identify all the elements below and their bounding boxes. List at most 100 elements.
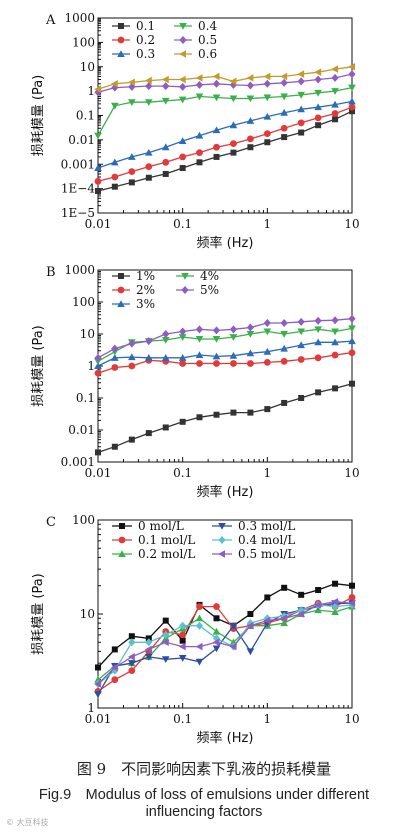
legend-item: 0.2 [112,33,155,47]
data-point [195,93,204,101]
data-point [162,424,169,431]
legend-label: 0 mol/L [138,519,184,533]
watermark: © 大豆科技 [6,818,49,827]
data-point [111,344,119,353]
data-point [117,300,125,307]
legend-label: 0.4 [198,19,217,33]
data-point [128,78,135,87]
data-point [230,360,237,367]
data-point [348,599,355,608]
data-point [280,124,288,132]
data-point [117,286,125,294]
data-point [161,656,170,664]
y-tick-label: 100 [72,35,95,49]
series-line [97,340,353,367]
data-point [331,597,339,606]
data-point [263,347,272,355]
data-point [128,660,136,667]
data-point [314,601,322,609]
data-point [144,148,153,156]
data-point [196,360,203,367]
x-tick-label: 0.01 [85,712,112,726]
data-point [179,621,187,630]
series-3 [94,84,356,140]
series-0 [95,108,355,194]
y-axis-title: 损耗模量 (Pa) [31,573,46,655]
chart-panel-c: C 0.01 0.1 1 10 1 10 100 频率 (Hz) 损耗模量 (Pa) 0 mol/L… [31,513,360,746]
data-point [263,358,271,366]
figure-caption-english-line2: influencing factors [145,804,263,820]
data-point [213,603,220,610]
legend-item: 0.1 [112,19,155,33]
series-line [97,596,353,692]
legend-item: 0.5 [174,33,217,47]
data-point [95,664,101,671]
data-point [314,68,322,76]
data-point [179,153,187,161]
data-point [128,99,136,107]
data-point [246,621,254,630]
series-line [97,66,353,90]
legend-item: 0.4 mol/L [212,533,295,547]
series-2 [94,97,356,172]
y-tick-label: 1000 [64,11,95,25]
series-1 [94,103,356,185]
legend-item: 2% [112,283,155,297]
data-point [263,319,271,328]
legend-label: 0.1 [136,19,155,33]
data-point [348,337,356,345]
data-point [218,536,226,544]
data-point [128,362,136,370]
data-point [111,183,118,190]
data-point [298,129,305,136]
series-5 [94,62,355,93]
series-line [97,352,353,374]
data-point [218,523,226,530]
y-tick-label: 0.001 [61,455,95,469]
data-point [119,523,125,529]
y-tick-label: 0.001 [61,157,95,171]
data-point [161,638,169,647]
y-tick-label: 0.1 [76,391,95,405]
data-point [246,95,255,103]
data-point [348,103,356,111]
data-point [196,149,203,157]
data-point [297,356,305,363]
x-tick-label: 0.01 [85,466,112,480]
legend: 1%2%3% 4%5% [112,269,219,311]
series-line [97,110,353,192]
data-point [178,354,187,361]
data-point [297,70,305,78]
data-point [297,328,305,336]
data-point [195,325,204,334]
data-point [314,326,322,334]
data-point [315,587,322,594]
data-point [128,667,136,674]
data-point [181,273,189,280]
data-point [179,36,187,44]
x-tick-label: 1 [264,466,272,480]
legend-label: 0.5 [198,33,217,47]
data-point [246,331,255,338]
legend-label: 0.1 mol/L [138,533,195,547]
x-tick-label: 10 [344,712,359,726]
series-line [97,73,353,93]
data-point [280,93,288,101]
data-point [145,430,152,437]
data-point [349,582,355,589]
data-point [118,550,126,557]
data-point [128,436,135,443]
data-point [229,642,237,651]
x-tick-label: 0.01 [85,217,112,231]
data-point [178,642,186,651]
legend-label: 4% [200,269,219,283]
data-point [263,79,271,88]
data-point [212,638,220,647]
legend: 0.10.20.3 0.40.50.6 [112,19,217,61]
data-point [280,331,288,338]
legend-item: 0.6 [174,47,217,61]
data-point [213,615,220,622]
data-point [297,91,305,99]
data-point [145,174,152,181]
data-point [195,642,203,651]
